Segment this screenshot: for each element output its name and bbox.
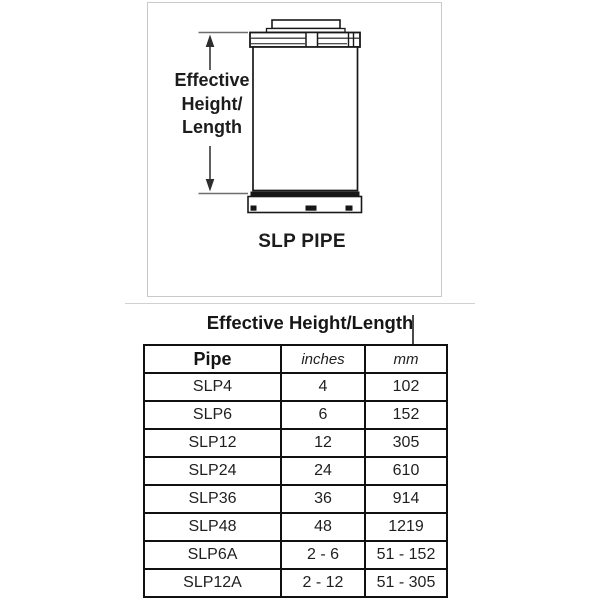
- spec-table: Pipe inches mm SLP4 4 102 SLP6 6 152 SLP…: [143, 344, 448, 598]
- arrowhead-down-icon: [205, 179, 215, 192]
- cell-inches: 2 - 6: [280, 540, 366, 570]
- cell-mm: 51 - 305: [364, 568, 448, 598]
- table-row: SLP12 12 305: [143, 428, 448, 458]
- cell-mm: 1219: [364, 512, 448, 542]
- cell-mm: 102: [364, 372, 448, 402]
- dimension-label-line: Length: [182, 117, 242, 137]
- table-row: SLP6 6 152: [143, 400, 448, 430]
- col-header-inches: inches: [280, 344, 366, 374]
- col-header-pipe: Pipe: [143, 344, 282, 374]
- cell-mm: 51 - 152: [364, 540, 448, 570]
- pipe-top-collar: [271, 19, 341, 30]
- table-row: SLP48 48 1219: [143, 512, 448, 542]
- cell-mm: 152: [364, 400, 448, 430]
- cell-mm: 610: [364, 456, 448, 486]
- cell-pipe: SLP12A: [143, 568, 282, 598]
- pipe-caption: SLP PIPE: [258, 231, 346, 252]
- dimension-label: Effective Height/ Length: [152, 69, 272, 140]
- table-title: Effective Height/Length: [206, 312, 414, 333]
- pipe-top-flange: [249, 31, 361, 48]
- cell-inches: 2 - 12: [280, 568, 366, 598]
- table-row: SLP6A 2 - 6 51 - 152: [143, 540, 448, 570]
- cell-mm: 914: [364, 484, 448, 514]
- table-header-row: Pipe inches mm: [143, 344, 448, 374]
- rivet-center: [305, 205, 317, 211]
- rivet-left: [250, 205, 257, 211]
- cell-pipe: SLP6: [143, 400, 282, 430]
- dimension-label-line: Effective: [174, 70, 250, 90]
- dimension-annotation: [198, 31, 248, 195]
- cell-inches: 36: [280, 484, 366, 514]
- col-header-mm: mm: [364, 344, 448, 374]
- cell-inches: 48: [280, 512, 366, 542]
- cell-inches: 6: [280, 400, 366, 430]
- section-divider: [125, 303, 475, 304]
- rivet-right: [345, 205, 353, 211]
- arrowhead-up-icon: [205, 34, 215, 47]
- cell-pipe: SLP48: [143, 512, 282, 542]
- cell-pipe: SLP36: [143, 484, 282, 514]
- pipe-bottom-band: [250, 191, 360, 196]
- pipe-bottom-flange: [247, 195, 363, 214]
- cell-inches: 4: [280, 372, 366, 402]
- table-row: SLP24 24 610: [143, 456, 448, 486]
- pipe-body: [252, 46, 359, 192]
- table-row: SLP36 36 914: [143, 484, 448, 514]
- cell-pipe: SLP12: [143, 428, 282, 458]
- table-row: SLP4 4 102: [143, 372, 448, 402]
- cell-inches: 12: [280, 428, 366, 458]
- cursor-mark: [412, 315, 414, 345]
- cell-pipe: SLP4: [143, 372, 282, 402]
- cell-pipe: SLP6A: [143, 540, 282, 570]
- cell-mm: 305: [364, 428, 448, 458]
- table-row: SLP12A 2 - 12 51 - 305: [143, 568, 448, 598]
- slp-pipe-drawing: [198, 19, 363, 214]
- dimension-label-line: Height/: [181, 93, 243, 114]
- cell-inches: 24: [280, 456, 366, 486]
- cell-pipe: SLP24: [143, 456, 282, 486]
- flange-center-block: [305, 31, 319, 48]
